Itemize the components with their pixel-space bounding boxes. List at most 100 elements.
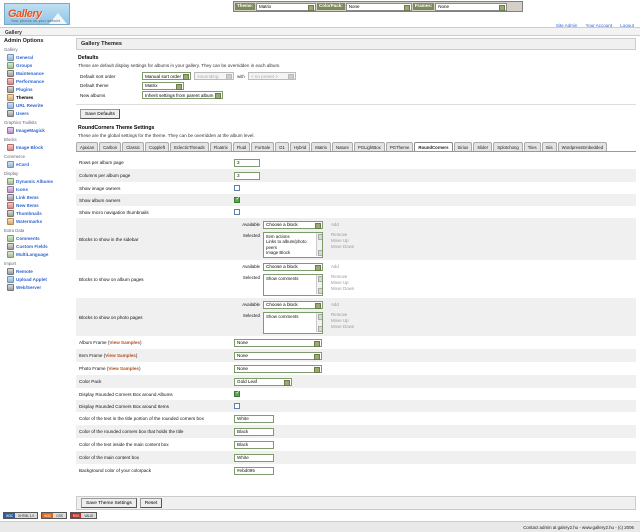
- title-text-color-input[interactable]: White: [234, 414, 274, 423]
- sidebar-item-label[interactable]: Web/Server: [16, 284, 42, 290]
- sidebar-item-maintenance[interactable]: Maintenance: [2, 69, 72, 77]
- scrollbar[interactable]: [315, 275, 322, 294]
- sidebar-item-label[interactable]: Maintenance: [16, 70, 44, 76]
- sidebar-item-label[interactable]: Link Items: [16, 194, 39, 200]
- your-account-link[interactable]: Your Account: [585, 23, 612, 28]
- tab-floatrix[interactable]: Floatrix: [209, 142, 232, 151]
- tab-roundcorners[interactable]: RoundCorners: [414, 142, 453, 151]
- list-item[interactable]: Show comments: [266, 313, 299, 319]
- sidebar-item-label[interactable]: Comments: [16, 235, 40, 241]
- reset-button[interactable]: Reset: [139, 498, 163, 508]
- sidebar-item-label[interactable]: New Items: [16, 202, 39, 208]
- rows-per-page-input[interactable]: 3: [234, 158, 260, 167]
- site-admin-link[interactable]: Site Admin: [555, 23, 578, 28]
- save-theme-settings-button[interactable]: Save Theme Settings: [81, 498, 137, 508]
- sidebar-item-label[interactable]: Remote: [16, 268, 33, 274]
- sidebar-item-label[interactable]: Image Block: [16, 144, 44, 150]
- new-albums-select[interactable]: Inherit settings from parent album: [142, 91, 224, 99]
- colorpack-select[interactable]: Gold Leaf: [234, 377, 292, 386]
- sidebar-item-image-block[interactable]: Image Block: [2, 143, 72, 151]
- save-defaults-button[interactable]: Save Defaults: [80, 109, 120, 119]
- tab-hybrid[interactable]: Hybrid: [289, 142, 311, 151]
- item-frame-samples-link[interactable]: View Samples: [105, 353, 136, 358]
- tab-slider[interactable]: Slider: [473, 142, 493, 151]
- content-box-color-input[interactable]: White: [234, 453, 274, 462]
- remove-button[interactable]: Remove: [331, 311, 348, 317]
- album-add-button[interactable]: Add: [331, 263, 339, 269]
- xhtml-validator-badge[interactable]: W3C XHTML 1.0: [3, 512, 39, 519]
- tab-wordpressembedded[interactable]: WordpressEmbedded: [557, 142, 608, 151]
- sidebar-item-label[interactable]: Dynamic Albums: [16, 178, 54, 184]
- sidebar-item-multilanguage[interactable]: MultiLanguage: [2, 250, 72, 258]
- sidebar-item-themes[interactable]: Themes: [2, 93, 72, 101]
- columns-per-page-input[interactable]: 3: [234, 171, 260, 180]
- content-text-color-input[interactable]: Black: [234, 440, 274, 449]
- sidebar-item-label[interactable]: URL Rewrite: [16, 102, 44, 108]
- sidebar-item-plugins[interactable]: Plugins: [2, 85, 72, 93]
- preset-select[interactable]: < no preset >: [247, 72, 296, 80]
- scrollbar[interactable]: [315, 233, 322, 256]
- sidebar-item-imagemagick[interactable]: ImageMagick: [2, 126, 72, 134]
- move-down-button[interactable]: Move Down: [331, 243, 355, 249]
- show-image-owners-checkbox[interactable]: [234, 184, 240, 191]
- sidebar-item-label[interactable]: Plugins: [16, 86, 33, 92]
- album-selected-listbox[interactable]: Show comments: [263, 273, 323, 296]
- move-up-button[interactable]: Move Up: [331, 317, 349, 323]
- title-box-color-input[interactable]: Black: [234, 427, 274, 436]
- default-theme-select[interactable]: Matrix: [142, 81, 184, 90]
- sidebar-item-label[interactable]: Upload Applet: [16, 276, 47, 282]
- sidebar-item-groups[interactable]: Groups: [2, 61, 72, 69]
- album-available-select[interactable]: Choose a block: [263, 262, 323, 271]
- tab-ajaxian[interactable]: Ajaxian: [76, 142, 99, 151]
- list-item[interactable]: Image Block: [266, 250, 291, 255]
- move-down-button[interactable]: Move Down: [331, 285, 355, 291]
- tab-siis[interactable]: Siis: [541, 142, 557, 151]
- sidebar-item-users[interactable]: Users: [2, 109, 72, 117]
- tab-carbon[interactable]: Carbon: [99, 142, 122, 151]
- toolbar-theme-select[interactable]: Matrix: [256, 2, 317, 11]
- rss-validator-badge[interactable]: RSS VALID: [69, 512, 98, 519]
- sidebar-item-general[interactable]: General: [2, 53, 72, 61]
- move-down-button[interactable]: Move Down: [331, 323, 355, 329]
- breadcrumb-gallery[interactable]: Gallery: [5, 30, 22, 36]
- sidebar-item-label[interactable]: Groups: [16, 62, 33, 68]
- sidebar-item-link-items[interactable]: Link Items: [2, 193, 72, 201]
- item-frame-select[interactable]: None: [234, 351, 322, 360]
- background-color-input[interactable]: #ebd095: [234, 466, 274, 475]
- sidebar-item-new-items[interactable]: New Items: [2, 201, 72, 209]
- sidebar-item-upload-applet[interactable]: Upload Applet: [2, 275, 72, 283]
- sidebar-item-label[interactable]: Thumbnails: [16, 210, 42, 216]
- tab-tiies[interactable]: Tiies: [523, 142, 541, 151]
- photo-frame-samples-link[interactable]: View Samples: [108, 366, 139, 371]
- photo-add-button[interactable]: Add: [331, 301, 339, 307]
- list-item[interactable]: Links to album/photo peers: [266, 239, 307, 250]
- tab-splotchong[interactable]: Splotchong: [493, 142, 523, 151]
- show-album-owners-checkbox[interactable]: [234, 196, 241, 203]
- sidebar-add-button[interactable]: Add: [331, 221, 339, 227]
- tab-coppleft[interactable]: Coppleft: [145, 142, 170, 151]
- sidebar-item-thumbnails[interactable]: Thumbnails: [2, 209, 72, 217]
- sidebar-item-watermarks[interactable]: Watermarks: [2, 217, 72, 225]
- tab-sirius[interactable]: Sirius: [453, 142, 473, 151]
- gallery-logo[interactable]: Gallery Your photos on your website: [4, 3, 70, 25]
- toolbar-frames-select[interactable]: None: [435, 2, 508, 11]
- show-micro-nav-checkbox[interactable]: [234, 208, 240, 215]
- remove-button[interactable]: Remove: [331, 273, 348, 279]
- logout-link[interactable]: Logout: [620, 23, 634, 28]
- list-item[interactable]: Show comments: [266, 275, 299, 281]
- tab-fluid[interactable]: Fluid: [232, 142, 251, 151]
- tab-classic[interactable]: Classic: [122, 142, 145, 151]
- album-frame-samples-link[interactable]: View Samples: [109, 340, 140, 345]
- sidebar-available-select[interactable]: Choose a block: [263, 220, 323, 229]
- tab-nature[interactable]: Nature: [331, 142, 353, 151]
- sidebar-item-label[interactable]: Performance: [16, 78, 45, 84]
- css-validator-badge[interactable]: W3C CSS: [41, 512, 67, 519]
- photo-frame-select[interactable]: None: [234, 364, 322, 373]
- sidebar-item-label[interactable]: Icons: [16, 186, 28, 192]
- sidebar-item-label[interactable]: MultiLanguage: [16, 251, 49, 257]
- tab-forsale[interactable]: ForSale: [251, 142, 275, 151]
- move-up-button[interactable]: Move Up: [331, 279, 349, 285]
- sidebar-item-comments[interactable]: Comments: [2, 234, 72, 242]
- toolbar-colorpack-select[interactable]: None: [345, 2, 412, 11]
- photo-selected-listbox[interactable]: Show comments: [263, 311, 323, 334]
